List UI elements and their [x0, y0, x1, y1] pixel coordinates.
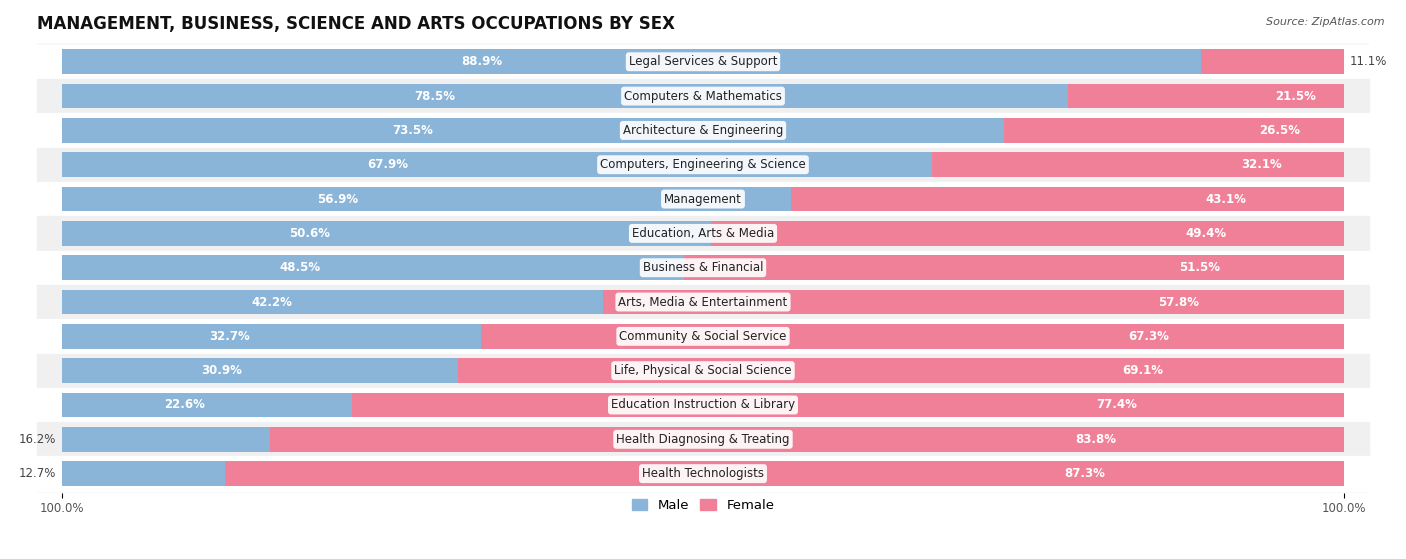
- Text: Community & Social Service: Community & Social Service: [619, 330, 787, 343]
- Bar: [1004, 118, 1344, 143]
- Text: MANAGEMENT, BUSINESS, SCIENCE AND ARTS OCCUPATIONS BY SEX: MANAGEMENT, BUSINESS, SCIENCE AND ARTS O…: [37, 15, 675, 33]
- Text: 30.9%: 30.9%: [201, 364, 242, 377]
- Text: 43.1%: 43.1%: [1205, 192, 1247, 206]
- Text: 11.1%: 11.1%: [1350, 55, 1388, 68]
- Text: 26.5%: 26.5%: [1258, 124, 1299, 137]
- Bar: [37, 457, 1369, 491]
- Text: 88.9%: 88.9%: [461, 55, 502, 68]
- Bar: [352, 392, 1344, 418]
- Text: 77.4%: 77.4%: [1095, 399, 1136, 411]
- Text: 87.3%: 87.3%: [1064, 467, 1105, 480]
- Text: 78.5%: 78.5%: [415, 89, 456, 103]
- Text: 49.4%: 49.4%: [1185, 227, 1226, 240]
- Bar: [62, 255, 683, 280]
- Bar: [481, 324, 1344, 349]
- Text: 83.8%: 83.8%: [1076, 433, 1116, 446]
- Bar: [1202, 49, 1344, 74]
- Text: 67.3%: 67.3%: [1128, 330, 1168, 343]
- Bar: [37, 319, 1369, 353]
- Bar: [62, 324, 481, 349]
- Bar: [62, 392, 352, 418]
- Text: 56.9%: 56.9%: [318, 192, 359, 206]
- Text: 32.7%: 32.7%: [209, 330, 250, 343]
- Bar: [62, 290, 603, 314]
- Text: 48.5%: 48.5%: [280, 261, 321, 274]
- Bar: [37, 285, 1369, 319]
- Bar: [37, 113, 1369, 148]
- Bar: [37, 216, 1369, 250]
- Text: 73.5%: 73.5%: [392, 124, 433, 137]
- Text: Health Technologists: Health Technologists: [643, 467, 763, 480]
- Bar: [225, 461, 1344, 486]
- Bar: [62, 221, 710, 246]
- Text: 67.9%: 67.9%: [367, 158, 408, 171]
- Bar: [37, 250, 1369, 285]
- Text: 12.7%: 12.7%: [18, 467, 56, 480]
- Bar: [710, 221, 1344, 246]
- Bar: [37, 353, 1369, 388]
- Text: Computers & Mathematics: Computers & Mathematics: [624, 89, 782, 103]
- Bar: [62, 49, 1202, 74]
- Bar: [683, 255, 1344, 280]
- Bar: [37, 148, 1369, 182]
- Bar: [603, 290, 1344, 314]
- Bar: [62, 427, 270, 452]
- Bar: [62, 153, 932, 177]
- Bar: [37, 79, 1369, 113]
- Text: Business & Financial: Business & Financial: [643, 261, 763, 274]
- Text: 16.2%: 16.2%: [18, 433, 56, 446]
- Bar: [37, 388, 1369, 422]
- Text: 51.5%: 51.5%: [1178, 261, 1220, 274]
- Text: Health Diagnosing & Treating: Health Diagnosing & Treating: [616, 433, 790, 446]
- Text: Arts, Media & Entertainment: Arts, Media & Entertainment: [619, 296, 787, 309]
- Text: Architecture & Engineering: Architecture & Engineering: [623, 124, 783, 137]
- Text: 42.2%: 42.2%: [252, 296, 292, 309]
- Bar: [62, 84, 1069, 108]
- Bar: [1069, 84, 1344, 108]
- Legend: Male, Female: Male, Female: [626, 494, 780, 518]
- Bar: [62, 358, 458, 383]
- Bar: [932, 153, 1344, 177]
- Text: Legal Services & Support: Legal Services & Support: [628, 55, 778, 68]
- Text: 21.5%: 21.5%: [1275, 89, 1316, 103]
- Bar: [37, 45, 1369, 79]
- Text: 57.8%: 57.8%: [1159, 296, 1199, 309]
- Bar: [270, 427, 1344, 452]
- Text: Management: Management: [664, 192, 742, 206]
- Text: Life, Physical & Social Science: Life, Physical & Social Science: [614, 364, 792, 377]
- Bar: [62, 118, 1004, 143]
- Text: Source: ZipAtlas.com: Source: ZipAtlas.com: [1267, 17, 1385, 27]
- Text: 50.6%: 50.6%: [290, 227, 330, 240]
- Bar: [458, 358, 1344, 383]
- Text: 69.1%: 69.1%: [1122, 364, 1163, 377]
- Text: Education Instruction & Library: Education Instruction & Library: [612, 399, 794, 411]
- Bar: [37, 422, 1369, 457]
- Bar: [37, 182, 1369, 216]
- Text: 32.1%: 32.1%: [1241, 158, 1282, 171]
- Bar: [62, 187, 792, 211]
- Text: Computers, Engineering & Science: Computers, Engineering & Science: [600, 158, 806, 171]
- Bar: [792, 187, 1344, 211]
- Bar: [62, 461, 225, 486]
- Text: Education, Arts & Media: Education, Arts & Media: [631, 227, 775, 240]
- Text: 22.6%: 22.6%: [163, 399, 204, 411]
